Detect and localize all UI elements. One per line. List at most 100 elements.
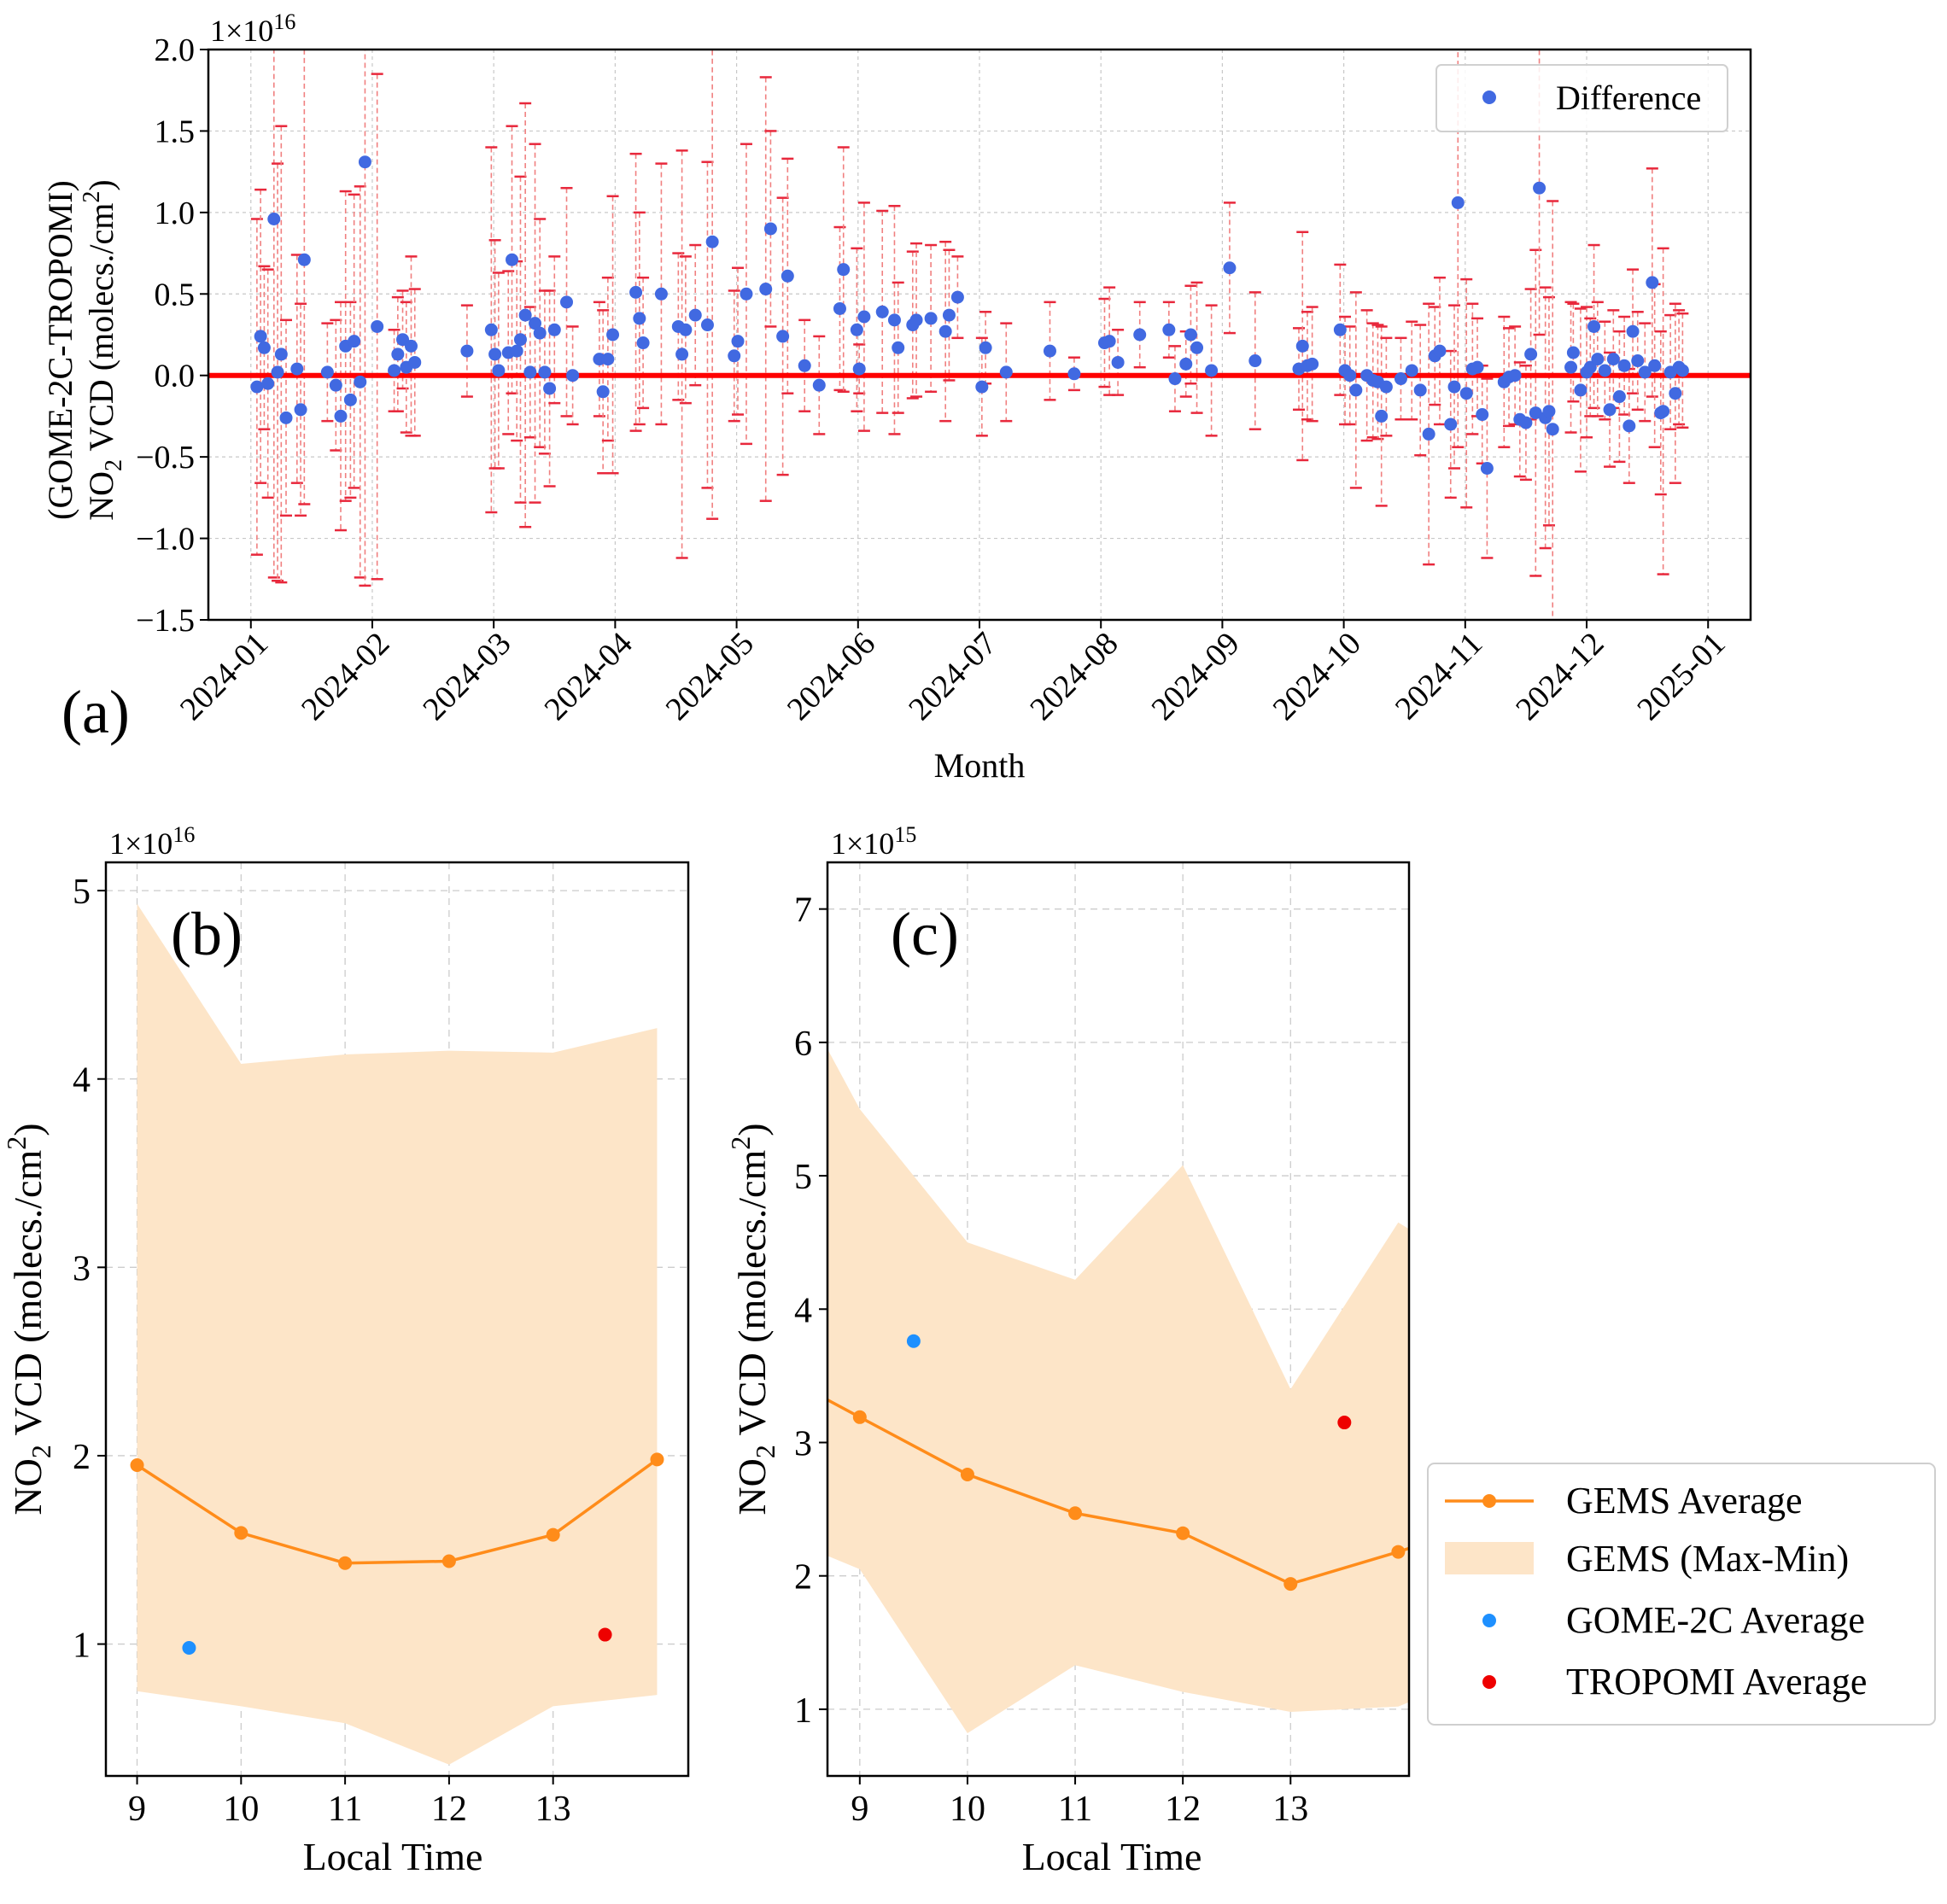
difference-point [776, 330, 790, 343]
gems-average-point [1391, 1545, 1406, 1559]
xlabel-c: Local Time [1022, 1835, 1202, 1878]
difference-point [1375, 409, 1389, 423]
difference-point [1162, 323, 1176, 336]
difference-point [1617, 359, 1631, 372]
difference-point [705, 235, 719, 248]
difference-point [1631, 354, 1645, 368]
legend-tropomi-label: TROPOMI Average [1566, 1661, 1867, 1703]
difference-point [833, 301, 846, 315]
xtick-label: 2024-02 [295, 626, 396, 727]
difference-point [654, 287, 668, 301]
ytick-label: 6 [794, 1025, 812, 1064]
points-a [250, 155, 1689, 476]
panel-label-b: (b) [171, 900, 243, 968]
gems-maxmin-band-b [137, 903, 658, 1765]
difference-point [1205, 364, 1219, 377]
difference-point [1343, 369, 1357, 383]
ytick-label: 1 [794, 1691, 812, 1731]
xtick-label: 2024-06 [781, 626, 882, 727]
gome2c-average-point-b [182, 1640, 196, 1655]
difference-point [999, 365, 1013, 379]
xtick-label: 11 [328, 1790, 362, 1829]
legend-gems-band-swatch [1445, 1542, 1534, 1574]
difference-point [460, 344, 474, 358]
ytick-label: 2.0 [155, 32, 196, 68]
difference-point [1444, 418, 1458, 431]
difference-point [354, 375, 367, 388]
xtick-label: 9 [851, 1790, 868, 1829]
axes-frame-b [104, 861, 690, 1778]
difference-point [1519, 416, 1533, 429]
gems-average-line-b [136, 1457, 658, 1565]
difference-point [1433, 344, 1447, 358]
difference-point [606, 328, 620, 342]
xtick-label: 2024-03 [416, 626, 517, 727]
yticks-b: 1 2 3 4 5 [73, 873, 106, 1666]
gome2c-average-point-c [906, 1334, 921, 1348]
difference-point [533, 326, 547, 340]
difference-point [1248, 354, 1262, 368]
difference-point [1626, 324, 1640, 338]
ytick-label: 0.5 [155, 277, 196, 312]
difference-point [1190, 341, 1204, 354]
legend-tropomi-marker [1482, 1675, 1496, 1689]
difference-point [560, 295, 574, 309]
difference-point [523, 365, 537, 379]
xticks-c: 9 10 11 12 13 [851, 1776, 1308, 1829]
difference-point [887, 313, 901, 327]
difference-point [1648, 359, 1662, 372]
difference-point [942, 308, 956, 322]
difference-point [1587, 319, 1601, 333]
xtick-label: 2024-04 [537, 626, 639, 727]
gems-average-point [852, 1410, 867, 1424]
difference-point [1480, 462, 1494, 476]
difference-point [740, 287, 753, 301]
difference-point [728, 349, 741, 363]
difference-point [329, 378, 342, 392]
difference-point [763, 222, 777, 236]
difference-point [1394, 372, 1407, 386]
gems-average-point [1176, 1526, 1190, 1540]
gems-average-point [960, 1467, 974, 1481]
difference-point [909, 313, 923, 327]
difference-point [371, 319, 384, 333]
gems-average-point [650, 1452, 664, 1467]
legend-a-label: Difference [1556, 79, 1701, 117]
difference-point [1459, 387, 1473, 400]
difference-point [852, 362, 866, 376]
difference-point [700, 318, 714, 332]
y-multiplier-a: 1×1016 [210, 9, 295, 48]
ytick-label: −1.5 [136, 603, 195, 639]
svg-text:NO2 VCD (molecs./cm2): NO2 VCD (molecs./cm2) [1, 1123, 56, 1515]
difference-point [636, 336, 650, 350]
difference-point [250, 380, 264, 394]
difference-point [538, 365, 552, 379]
xtick-label: 9 [128, 1790, 146, 1829]
xtick-label: 2024-01 [173, 626, 275, 727]
xlabel-b: Local Time [303, 1835, 483, 1878]
difference-point [1476, 408, 1489, 422]
difference-point [1638, 365, 1652, 379]
difference-point [1508, 369, 1522, 383]
xtick-label: 10 [223, 1790, 259, 1829]
difference-point [1349, 383, 1363, 397]
legend-a: Difference [1435, 64, 1728, 132]
difference-point [358, 155, 371, 169]
legend-gome2c-label: GOME-2C Average [1566, 1599, 1865, 1641]
difference-point [279, 411, 293, 424]
difference-point [731, 335, 745, 348]
difference-point [629, 285, 643, 299]
difference-point [596, 385, 610, 399]
difference-point [1598, 364, 1611, 377]
xtick-label: 2024-05 [659, 626, 761, 727]
ytick-label: 4 [73, 1061, 91, 1101]
difference-point [408, 355, 422, 369]
gems-average-point [338, 1556, 353, 1570]
difference-point [1646, 276, 1659, 289]
difference-point [294, 403, 307, 417]
difference-point [1470, 360, 1484, 374]
ytick-label: 7 [794, 891, 812, 931]
ytick-label: 3 [794, 1424, 812, 1463]
difference-point [759, 283, 773, 296]
legend-bc: GEMS Average GEMS (Max-Min) GOME-2C Aver… [1427, 1463, 1936, 1726]
